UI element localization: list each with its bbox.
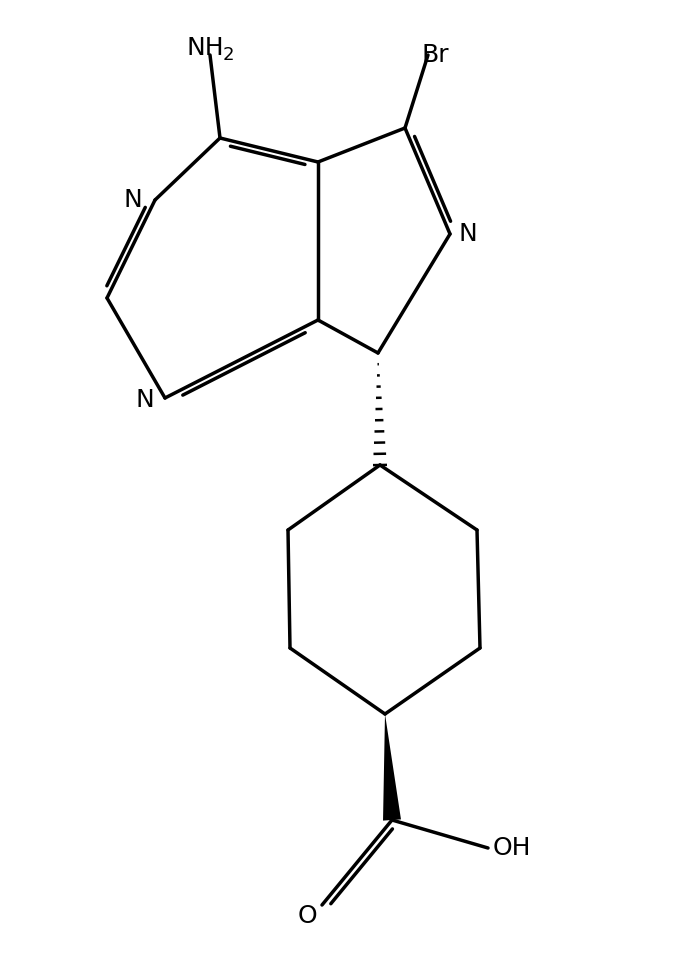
- Text: N: N: [124, 188, 142, 212]
- Text: Br: Br: [421, 43, 449, 67]
- Text: 2: 2: [222, 46, 234, 64]
- Polygon shape: [383, 714, 401, 820]
- Text: OH: OH: [493, 836, 531, 860]
- Text: N: N: [459, 222, 477, 246]
- Text: O: O: [297, 904, 316, 928]
- Text: N: N: [136, 388, 154, 412]
- Text: NH: NH: [186, 36, 224, 60]
